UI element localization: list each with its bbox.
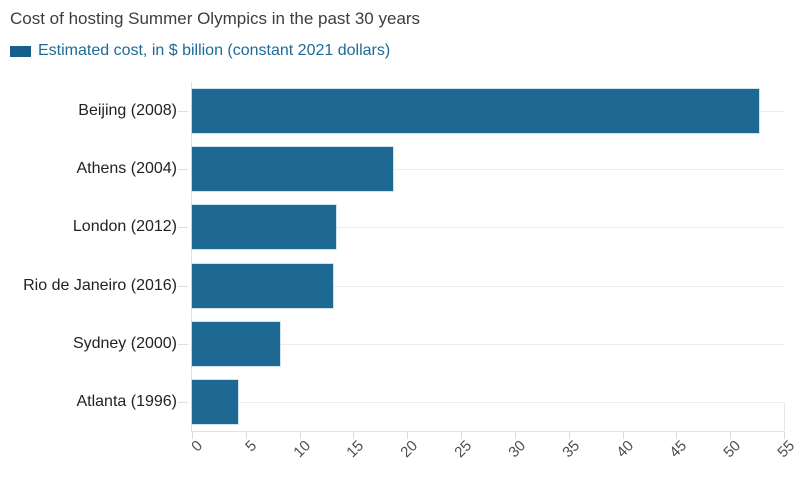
- x-tick-label: 50: [720, 437, 745, 462]
- legend-swatch-icon: [10, 45, 31, 57]
- legend: Estimated cost, in $ billion (constant 2…: [10, 42, 390, 60]
- x-tick-label: 5: [242, 437, 260, 456]
- bar: [192, 263, 333, 308]
- x-tick-mark: [192, 432, 193, 439]
- category-axis: Beijing (2008) Athens (2004) London (2012)…: [0, 82, 191, 431]
- x-tick-label: 30: [505, 437, 530, 462]
- x-tick-label: 25: [451, 437, 476, 462]
- row-gridline: [192, 227, 784, 229]
- bar-row: [192, 140, 784, 198]
- x-tick-label: 40: [612, 437, 637, 462]
- x-tick-label: 55: [774, 437, 799, 462]
- x-tick-mark: [676, 432, 678, 439]
- category-label: Beijing (2008): [0, 82, 191, 140]
- bar: [192, 321, 281, 366]
- x-tick-label: 35: [559, 437, 583, 462]
- category-label: Athens (2004): [0, 140, 191, 198]
- x-tick-mark: [245, 432, 247, 439]
- category-label: London (2012): [0, 198, 191, 256]
- row-gridline: [192, 169, 784, 171]
- x-axis-endcap: [784, 403, 785, 431]
- category-label: Rio de Janeiro (2016): [0, 256, 191, 314]
- bar: [192, 205, 337, 250]
- bar: [192, 89, 760, 134]
- x-tick-mark: [407, 432, 409, 439]
- x-tick-mark: [514, 432, 516, 439]
- bars-container: [192, 82, 784, 431]
- bar-row: [192, 82, 784, 140]
- bar-row: [192, 256, 784, 314]
- x-tick-mark: [622, 432, 624, 439]
- x-axis: 0 5 10 15 20 25 30 35 40 45 50 55: [188, 403, 798, 475]
- category-label: Sydney (2000): [0, 315, 191, 373]
- row-gridline: [192, 343, 784, 345]
- x-tick-mark: [730, 432, 732, 439]
- bar: [192, 379, 239, 424]
- legend-label: Estimated cost, in $ billion (constant 2…: [38, 42, 391, 59]
- bar: [192, 147, 394, 192]
- x-tick-label: 20: [397, 437, 422, 462]
- x-tick-mark: [461, 432, 463, 439]
- bar-row: [192, 315, 784, 373]
- bar-row: [192, 198, 784, 256]
- x-tick-mark: [784, 432, 785, 439]
- x-tick-mark: [568, 432, 570, 439]
- x-tick-mark: [299, 432, 301, 439]
- x-tick-label: 45: [666, 437, 691, 462]
- bar-row: [192, 373, 784, 431]
- plot-area: 0 5 10 15 20 25 30 35 40 45 50 55: [188, 82, 798, 461]
- x-tick-mark: [353, 432, 355, 439]
- x-tick-label: 10: [289, 437, 314, 462]
- bar-chart: Beijing (2008) Athens (2004) London (2012)…: [0, 82, 806, 475]
- chart-title: Cost of hosting Summer Olympics in the p…: [10, 9, 421, 28]
- category-label: Atlanta (1996): [0, 373, 191, 431]
- row-gridline: [192, 401, 784, 403]
- x-tick-label: 15: [343, 437, 368, 462]
- row-gridline: [192, 285, 784, 287]
- x-tick-label: 0: [188, 437, 207, 456]
